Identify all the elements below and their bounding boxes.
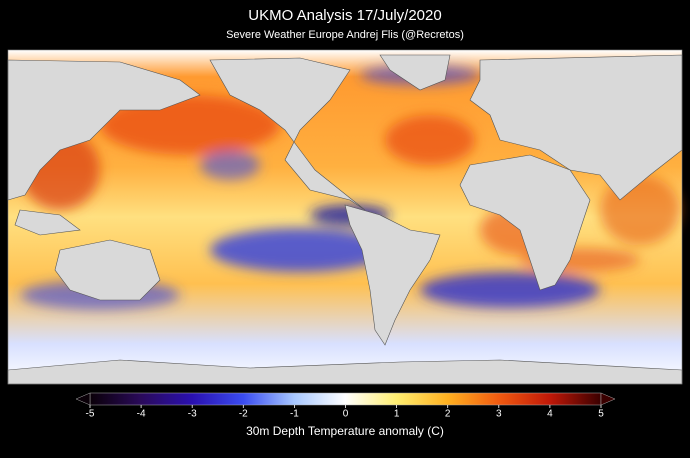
colorbar-extend-high: [600, 392, 616, 406]
colorbar-tick-label: -3: [188, 409, 197, 420]
colorbar-tick-label: 1: [394, 409, 400, 420]
land: [7, 54, 683, 385]
colorbar-tick-label: 0: [343, 409, 349, 420]
subtitle: Severe Weather Europe Andrej Flis (@Recr…: [226, 29, 464, 41]
colorbar-tick-label: -1: [290, 409, 299, 420]
colorbar-tick-label: -5: [86, 409, 95, 420]
colorbar: 30m Depth Temperature anomaly (C) -5 -4 -3…: [75, 392, 616, 438]
colorbar-tick-label: 2: [445, 409, 451, 420]
colorbar-tick-label: 3: [496, 409, 502, 420]
title: UKMO Analysis 17/July/2020: [248, 7, 441, 24]
colorbar-ramp: [89, 392, 602, 406]
map: [7, 49, 683, 385]
colorbar-tick-label: 4: [547, 409, 553, 420]
colorbar-extend-low: [75, 392, 91, 406]
colorbar-tick-label: -4: [137, 409, 146, 420]
colorbar-tick-label: -2: [239, 409, 248, 420]
colorbar-tick-label: 5: [598, 409, 604, 420]
colorbar-label: 30m Depth Temperature anomaly (C): [246, 424, 444, 438]
